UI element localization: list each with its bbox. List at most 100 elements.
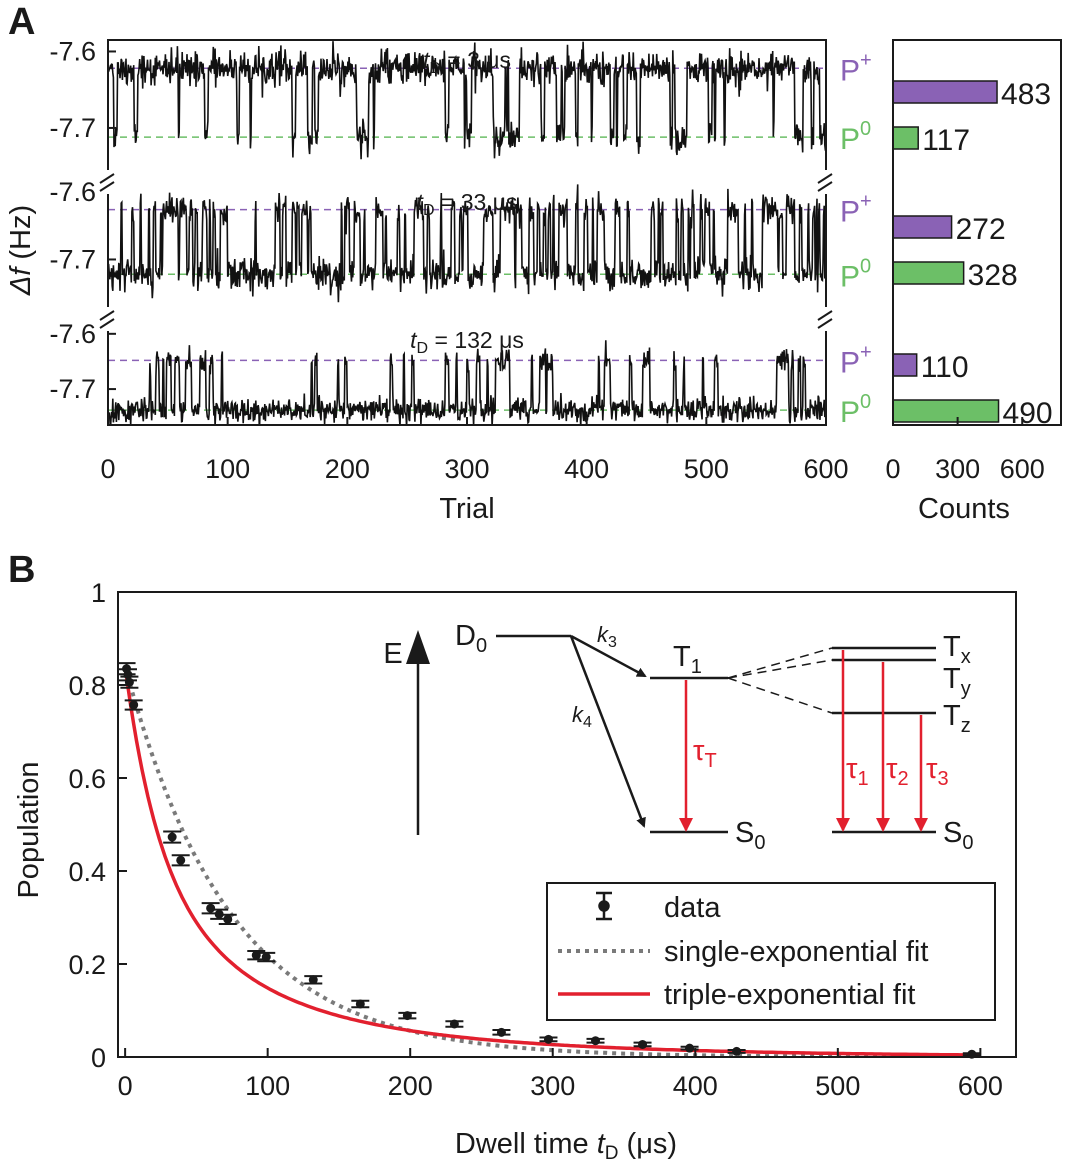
subpanel-title: tD = 3 μs <box>423 47 511 77</box>
axis-break-marks <box>99 170 835 331</box>
panel-a-x-label: Trial <box>439 493 494 525</box>
histogram-bar-label: 272 <box>956 213 1006 246</box>
telegraph-trace <box>108 184 826 303</box>
label-tau-1: τ1 <box>846 753 869 790</box>
x-tick-label: 400 <box>673 1071 718 1101</box>
arrow-k3 <box>570 634 647 678</box>
histogram-bar-label: 117 <box>922 124 970 157</box>
telegraph-trace <box>108 340 826 425</box>
data-point <box>218 913 237 926</box>
p-plus-label: P+ <box>840 341 872 379</box>
legend-label-triple-exp: triple-exponential fit <box>664 979 915 1011</box>
data-point <box>633 1039 652 1049</box>
panel-b-points <box>117 662 981 1059</box>
legend: data single-exponential fit triple-expon… <box>546 882 996 1021</box>
legend-label-single-exp: single-exponential fit <box>664 936 928 968</box>
y-tick-label: 0.6 <box>68 764 106 794</box>
label-tz: Tz <box>943 700 971 737</box>
panel-a-letter: A <box>8 1 35 43</box>
panel-b-y-label: Population <box>13 761 45 898</box>
data-point <box>351 999 370 1009</box>
histogram-bar <box>892 399 1000 423</box>
data-point <box>398 1011 417 1021</box>
panel-a-traces <box>108 41 826 425</box>
energy-level-diagram: E D0 T1 S0 k3 k4 τT Tx Ty Tz S0 τ1 τ2 τ3 <box>383 620 973 854</box>
data-point <box>539 1034 558 1044</box>
x-tick-label: 500 <box>684 454 729 484</box>
y-tick-label: 0.8 <box>68 671 106 701</box>
energy-arrowhead <box>406 630 430 664</box>
data-point <box>492 1027 511 1037</box>
data-point <box>304 975 323 985</box>
panel-a-y-label: Δf (Hz) <box>5 205 37 296</box>
x-tick-label: 400 <box>564 454 609 484</box>
p-zero-label: P0 <box>840 255 871 293</box>
arrow-k4 <box>569 635 646 828</box>
panel-b-frame <box>117 591 1017 1058</box>
energy-label: E <box>383 638 402 670</box>
label-d0: D0 <box>455 620 487 657</box>
histogram-bar <box>892 215 953 239</box>
x-tick-label: 300 <box>935 454 980 484</box>
legend-marker-data <box>596 891 612 921</box>
histogram-bar <box>892 353 918 377</box>
y-tick-label: 0.2 <box>68 950 106 980</box>
label-k3: k3 <box>597 622 617 651</box>
x-tick-label: 200 <box>325 454 370 484</box>
x-tick-label: 300 <box>530 1071 575 1101</box>
data-point <box>727 1046 746 1056</box>
y-tick-label: 0.4 <box>68 857 106 887</box>
y-tick-label: -7.7 <box>49 374 96 404</box>
label-ty: Ty <box>943 663 971 700</box>
y-tick-label: -7.6 <box>49 319 96 349</box>
label-s0-right: S0 <box>943 817 973 854</box>
label-tau-3: τ3 <box>926 753 949 790</box>
subpanel-title: tD = 132 μs <box>410 327 524 357</box>
histogram-x-label: Counts <box>918 493 1010 525</box>
p-zero-label: P0 <box>840 391 871 429</box>
x-tick-label: 200 <box>388 1071 433 1101</box>
histogram-bar <box>892 80 998 104</box>
panel-b-letter: B <box>8 549 35 591</box>
label-k4: k4 <box>572 702 592 731</box>
data-point <box>163 830 182 844</box>
x-tick-label: 300 <box>444 454 489 484</box>
histogram-x-axis: 0 300 600 <box>885 417 1045 484</box>
x-tick-label: 100 <box>205 454 250 484</box>
x-tick-label: 600 <box>958 1071 1003 1101</box>
y-tick-label: -7.7 <box>49 244 96 274</box>
x-tick-label: 0 <box>100 454 115 484</box>
x-tick-label: 100 <box>245 1071 290 1101</box>
label-tau-2: τ2 <box>886 753 909 790</box>
subpanel-title: tD = 33 μs <box>417 189 518 219</box>
data-point <box>445 1019 464 1029</box>
panel-a-overlay: -7.6 -7.7 tD = 3 μs P+ P0 -7.6 -7.7 tD = 33 μs P… <box>49 36 871 429</box>
label-s0-left: S0 <box>735 817 765 854</box>
telegraph-trace <box>108 41 826 160</box>
x-tick-label: 0 <box>885 454 900 484</box>
legend-label-data: data <box>664 892 721 924</box>
y-tick-label: 0 <box>91 1043 106 1073</box>
histogram-frame <box>892 39 1062 426</box>
label-t1: T1 <box>673 641 702 678</box>
panel-b-axes: 0 100 200 300 400 500 600 0 0.2 0.4 0.6 0.8 1 <box>68 578 1002 1101</box>
y-tick-label: -7.6 <box>49 36 96 66</box>
data-point <box>171 854 190 867</box>
data-point <box>124 699 143 711</box>
x-tick-label: 600 <box>1000 454 1045 484</box>
panel-b-x-label: Dwell time tD (μs) <box>455 1128 677 1164</box>
y-tick-label: 1 <box>91 578 106 608</box>
histogram-bar-label: 110 <box>921 351 969 384</box>
panel-a-x-axis: 0 100 200 300 400 500 600 <box>100 417 849 484</box>
histogram-bar <box>892 261 965 285</box>
p-plus-label: P+ <box>840 49 872 87</box>
x-tick-label: 0 <box>118 1071 133 1101</box>
data-point <box>120 675 139 689</box>
x-tick-label: 600 <box>803 454 848 484</box>
y-tick-label: -7.6 <box>49 177 96 207</box>
p-plus-label: P+ <box>840 191 872 229</box>
y-tick-label: -7.7 <box>49 113 96 143</box>
p-zero-label: P0 <box>840 118 871 156</box>
